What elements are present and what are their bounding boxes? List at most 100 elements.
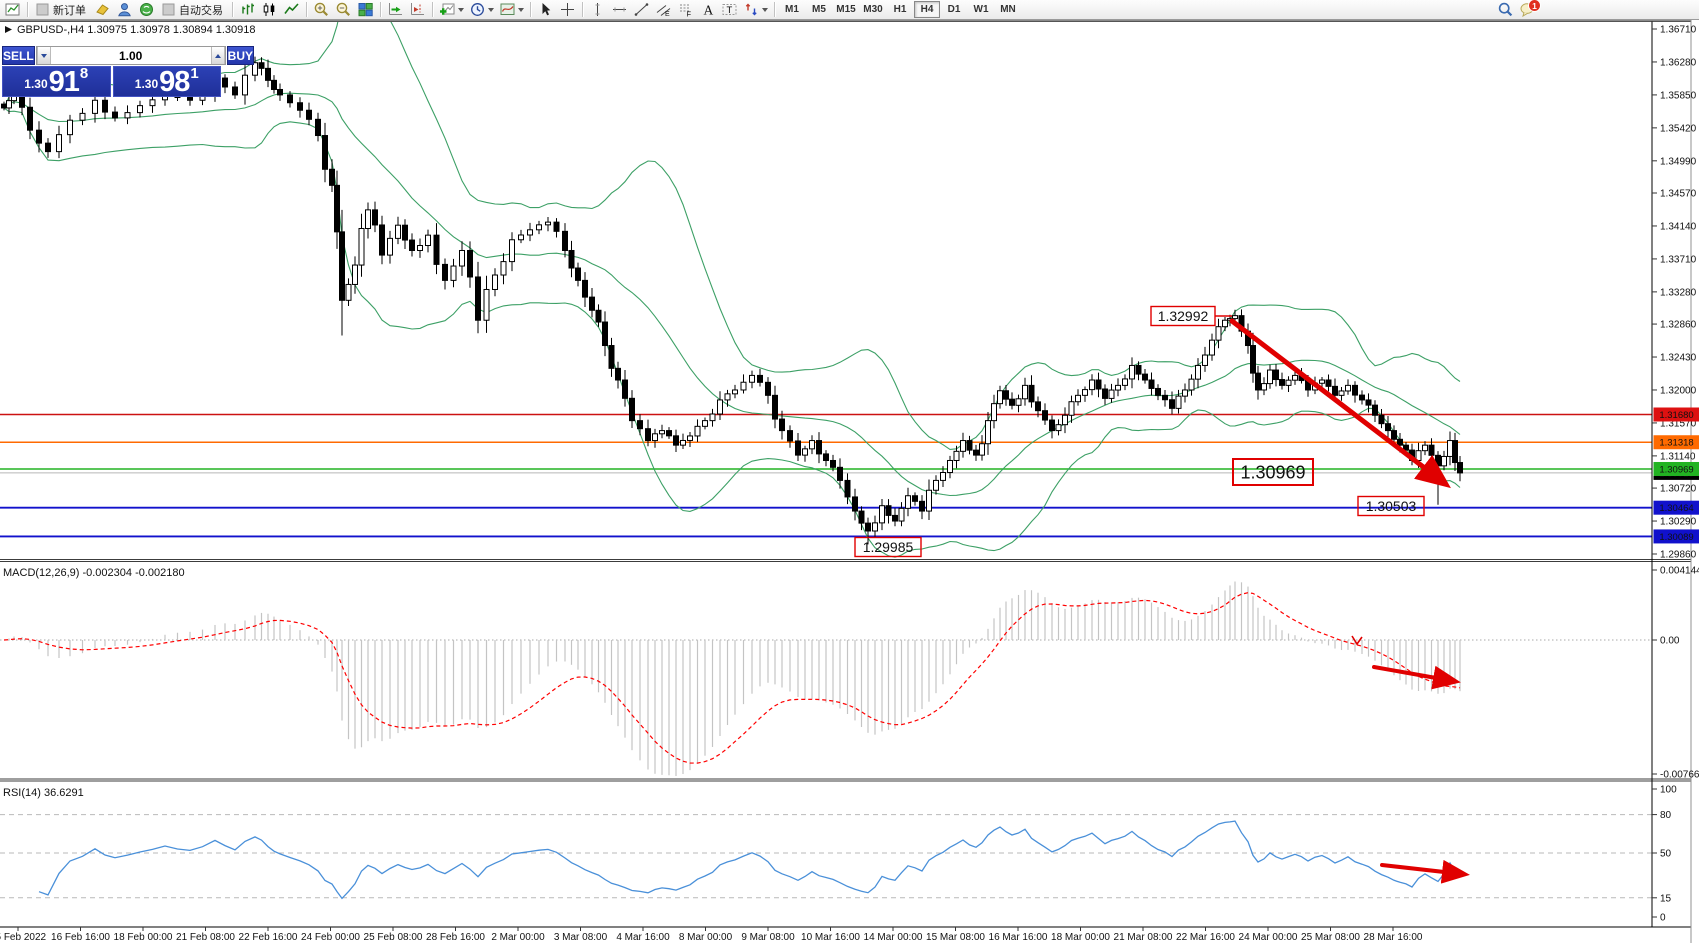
- macd-axis[interactable]: 0.004144 0.00 -0.007664: [1652, 566, 1699, 781]
- new-order-button[interactable]: 新订单: [32, 1, 91, 19]
- candle[interactable]: [1055, 424, 1062, 432]
- candle[interactable]: [680, 439, 686, 446]
- candle[interactable]: [372, 209, 378, 226]
- timeframe-W1[interactable]: W1: [968, 1, 994, 18]
- candle[interactable]: [1102, 388, 1108, 399]
- candle[interactable]: [306, 109, 312, 120]
- sell-price-display[interactable]: 1.30 91 8: [2, 66, 111, 97]
- candle[interactable]: [749, 374, 755, 383]
- timeframe-M15[interactable]: M15: [833, 1, 859, 18]
- chat-button[interactable]: 1: [1517, 0, 1541, 19]
- candle[interactable]: [652, 433, 658, 442]
- candle[interactable]: [345, 283, 352, 301]
- timeframe-M30[interactable]: M30: [860, 1, 886, 18]
- candle[interactable]: [659, 430, 665, 435]
- candle[interactable]: [885, 505, 892, 516]
- candle[interactable]: [1428, 444, 1435, 456]
- candle[interactable]: [1378, 414, 1385, 425]
- candle[interactable]: [1422, 444, 1428, 452]
- candle[interactable]: [1391, 430, 1397, 440]
- candle[interactable]: [271, 79, 277, 90]
- candle[interactable]: [602, 321, 608, 347]
- candle[interactable]: [1202, 354, 1208, 366]
- candle[interactable]: [717, 399, 723, 415]
- candle[interactable]: [1359, 394, 1365, 401]
- candle[interactable]: [595, 309, 602, 323]
- candle[interactable]: [11, 95, 17, 102]
- candlestick-chart-button[interactable]: [259, 1, 280, 19]
- candle[interactable]: [844, 479, 851, 498]
- candle[interactable]: [322, 135, 328, 170]
- candle[interactable]: [518, 234, 524, 241]
- tile-windows-button[interactable]: [355, 1, 376, 19]
- candle[interactable]: [872, 522, 878, 532]
- auto-trading-button[interactable]: 自动交易: [158, 1, 228, 19]
- candle[interactable]: [702, 420, 708, 427]
- candle[interactable]: [339, 231, 345, 301]
- candle[interactable]: [1095, 379, 1102, 390]
- candle[interactable]: [852, 496, 858, 512]
- price-callout-box[interactable]: [854, 536, 922, 558]
- candle[interactable]: [1049, 419, 1055, 432]
- candle[interactable]: [615, 367, 621, 381]
- candle[interactable]: [629, 397, 635, 422]
- candle[interactable]: [545, 221, 551, 226]
- crosshair-button[interactable]: [557, 1, 578, 19]
- broadcast-button[interactable]: [136, 1, 157, 19]
- candle[interactable]: [1, 103, 7, 109]
- arrows-button[interactable]: [741, 1, 770, 19]
- search-button[interactable]: [1495, 1, 1516, 19]
- candle[interactable]: [1273, 369, 1279, 381]
- candle[interactable]: [905, 495, 911, 509]
- candle[interactable]: [149, 99, 156, 107]
- candle[interactable]: [575, 267, 581, 281]
- candle[interactable]: [467, 249, 473, 278]
- candle[interactable]: [6, 100, 12, 109]
- candle[interactable]: [19, 95, 25, 108]
- candle[interactable]: [933, 479, 939, 491]
- candle[interactable]: [740, 381, 747, 391]
- candle[interactable]: [425, 234, 431, 247]
- candle[interactable]: [1255, 372, 1261, 391]
- chart-window-button[interactable]: [2, 1, 23, 19]
- candle[interactable]: [645, 428, 651, 442]
- candle[interactable]: [953, 450, 960, 461]
- candle[interactable]: [1122, 378, 1128, 386]
- sell-button[interactable]: SELL: [2, 46, 35, 65]
- candle[interactable]: [1397, 438, 1403, 446]
- candle[interactable]: [1403, 444, 1409, 451]
- candle[interactable]: [56, 134, 62, 153]
- candle[interactable]: [985, 420, 991, 445]
- profile-button[interactable]: [114, 1, 135, 19]
- candle[interactable]: [553, 221, 560, 232]
- buy-price-display[interactable]: 1.30 98 1: [112, 66, 221, 97]
- candle[interactable]: [112, 111, 118, 119]
- candle[interactable]: [787, 430, 793, 442]
- candle[interactable]: [1003, 390, 1009, 400]
- text-label-button[interactable]: T: [719, 1, 740, 19]
- timeframe-H4[interactable]: H4: [914, 1, 940, 18]
- candle[interactable]: [795, 440, 801, 456]
- candle[interactable]: [1195, 364, 1201, 380]
- candle[interactable]: [483, 288, 490, 321]
- candle[interactable]: [137, 105, 143, 114]
- candle[interactable]: [433, 234, 440, 265]
- candle[interactable]: [960, 440, 966, 452]
- candle[interactable]: [334, 184, 340, 233]
- price-callout-label[interactable]: 1.30503: [1366, 498, 1417, 514]
- candle[interactable]: [966, 440, 973, 451]
- candle[interactable]: [1365, 399, 1372, 406]
- candle[interactable]: [27, 106, 33, 131]
- candle[interactable]: [1035, 401, 1041, 412]
- candle[interactable]: [687, 435, 693, 441]
- candle[interactable]: [1089, 379, 1095, 391]
- candle[interactable]: [500, 261, 507, 276]
- rsi-pane[interactable]: [0, 814, 1652, 900]
- candle[interactable]: [608, 345, 615, 369]
- cursor-button[interactable]: [535, 1, 556, 19]
- price-callout-box[interactable]: [1232, 458, 1314, 486]
- candle[interactable]: [973, 449, 979, 456]
- candle[interactable]: [1261, 383, 1267, 391]
- candle[interactable]: [1068, 401, 1075, 416]
